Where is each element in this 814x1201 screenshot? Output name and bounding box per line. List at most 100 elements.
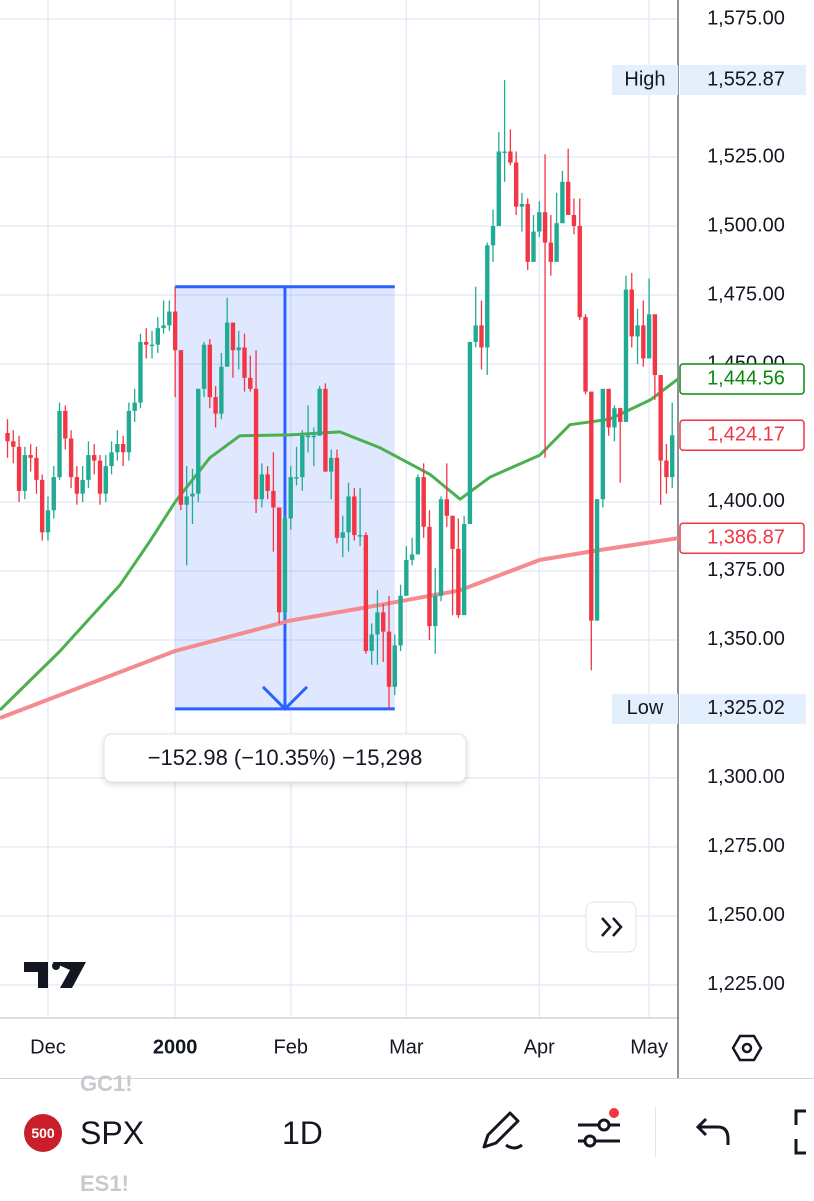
candle-body [172,311,178,351]
candle-body [45,510,51,533]
x-tick-label: Dec [30,1036,66,1058]
y-tick-label: 1,500.00 [707,214,785,236]
y-tick-label: 1,250.00 [707,904,785,926]
candle-body [97,460,103,494]
candle-body [502,151,507,153]
candle-body [519,203,525,207]
x-tick-label: May [630,1036,668,1058]
candle-body [115,444,120,453]
candle-body [577,226,582,318]
price-label-box [679,522,805,554]
candle-body [317,388,322,436]
candle-body [381,612,386,632]
y-tick-label: 1,375.00 [707,559,785,581]
candle-body [346,496,351,533]
settings-icon-dot [741,1042,753,1054]
candle-body [242,347,247,378]
candle-body [542,212,548,243]
candle-body [467,341,473,525]
price-label: 1,325.02 [707,697,785,719]
candle-body [80,479,85,494]
measure-arrowhead [261,685,309,711]
candle-body [531,231,536,262]
candle-body [444,499,449,516]
candle-body [92,455,97,461]
candle-body [138,341,143,403]
toolbar: GC1! 500 SPX 1D ES1! [0,1071,814,1201]
candle-body [629,289,634,337]
candle-body [496,151,502,227]
candle-body [201,344,207,389]
candle-body [565,181,571,215]
candle-body [612,408,617,428]
y-tick-label: 1,350.00 [707,628,785,650]
more-icon[interactable] [786,1107,814,1157]
candle-body [190,493,195,497]
candle-body [155,328,160,345]
candle-body [300,435,305,478]
measure-label: −152.98 (−10.35%) −15,298 [148,745,423,770]
candle-body [5,432,10,442]
candle-body [473,325,478,342]
candle-body [583,317,588,392]
candle-body [132,402,137,411]
ghost-symbol: GC1! [80,1071,133,1096]
candle-body [641,325,646,359]
candle-body [16,446,22,491]
candle-body [594,499,600,621]
candle-body [398,595,403,646]
x-tick-label: Mar [389,1036,424,1058]
candle-body [149,344,155,347]
candle-body [74,477,80,494]
moving-average [0,377,679,712]
divider [655,1107,656,1157]
candle-body [415,477,421,555]
y-tick-label: 1,475.00 [707,283,785,305]
candle-body [386,631,392,687]
candle-body [144,341,149,345]
candle-body [554,223,559,262]
candle-body [248,377,253,389]
indicators-icon[interactable] [574,1105,626,1155]
candle-body [11,441,16,447]
candle-body [433,595,438,627]
candle-body [479,325,484,348]
candle-body [178,350,184,505]
candle-body [236,347,241,351]
price-tag: Low [627,697,664,719]
y-tick-label: 1,575.00 [707,7,785,29]
settings-icon[interactable] [731,1034,763,1062]
candle-body [86,455,91,480]
candle-body [294,477,299,479]
candle-body [369,634,374,651]
undo-icon[interactable] [694,1109,734,1153]
scroll-icon [601,917,623,937]
candle-body [363,535,369,651]
price-label-box [679,363,805,395]
candle-body [375,612,380,635]
candle-body [340,532,345,538]
candle-body [617,408,623,422]
candle-body [161,325,166,329]
symbol[interactable]: SPX [80,1115,145,1151]
candle-body [167,311,172,326]
symbol-badge[interactable]: 500 [24,1114,62,1152]
candle-body [427,526,432,627]
price-tag-box [612,693,678,724]
candle-body [623,289,629,422]
candle-body [120,444,126,453]
candle-body [658,375,663,461]
price-label-box [680,693,806,724]
candle-body [438,499,444,596]
candle-body [224,322,230,367]
candle-body [28,455,33,458]
candle-body [670,435,675,478]
price-tag-box [612,65,678,96]
draw-icon[interactable] [476,1107,526,1157]
price-tag: High [624,68,665,90]
candle-body [253,388,259,500]
candle-body [305,435,311,438]
candle-body [646,314,652,359]
interval[interactable]: 1D [282,1115,323,1151]
